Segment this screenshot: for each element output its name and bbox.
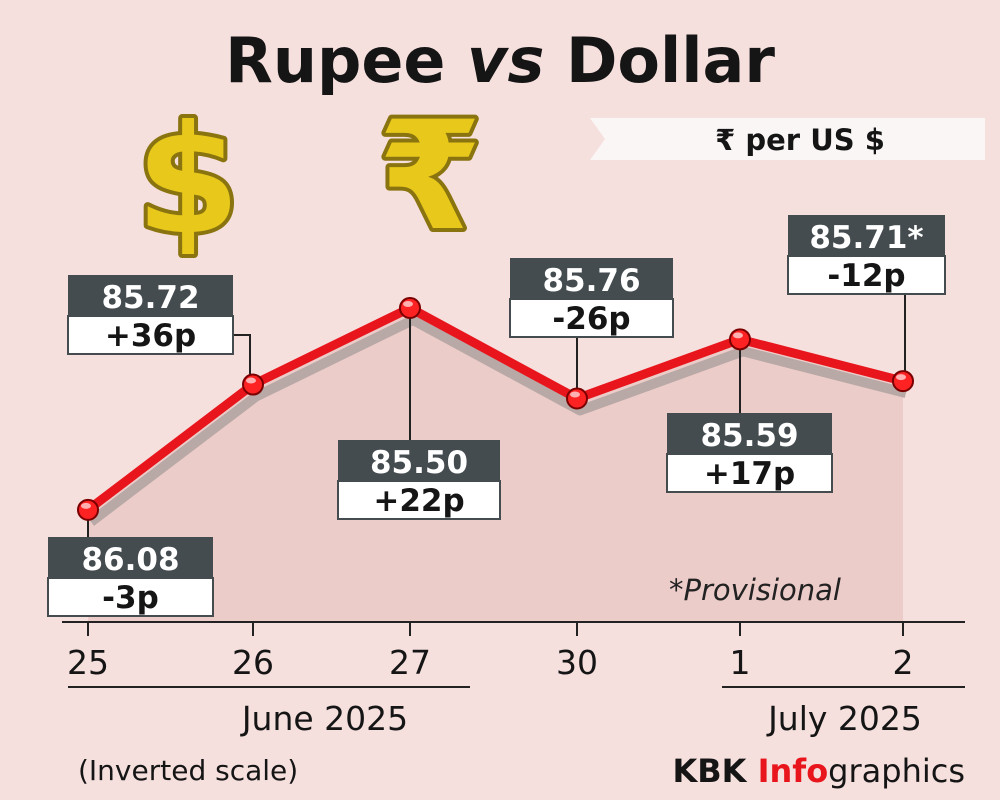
x-tick-label: 30: [556, 643, 598, 682]
value-label: 85.76: [542, 263, 640, 299]
unit-label-box: [590, 118, 985, 160]
data-point-30: [566, 387, 588, 410]
rupee-sign-3d-icon: ₹: [378, 90, 482, 264]
data-point-highlight: [896, 374, 906, 381]
value-label-box: [68, 275, 233, 316]
change-label: +36p: [105, 318, 196, 354]
series-line: [85, 303, 905, 514]
data-point-25: [77, 498, 99, 521]
scale-note: (Inverted scale): [78, 754, 298, 787]
value-label: 86.08: [81, 542, 179, 578]
data-point-highlight: [403, 301, 413, 307]
x-tick-label: 2: [893, 643, 914, 682]
month-label-july: July 2025: [766, 699, 922, 738]
change-label: -26p: [552, 301, 630, 337]
value-label-box: [667, 413, 832, 454]
connector-1: [233, 334, 251, 383]
data-point-1: [729, 328, 751, 351]
change-label-box: [47, 577, 214, 617]
data-point-highlight: [81, 502, 91, 509]
month-label-june: June 2025: [240, 699, 408, 738]
unit-label: ₹ per US $: [715, 123, 885, 157]
x-tick-label: 25: [67, 643, 109, 682]
data-point-highlight: [733, 332, 743, 339]
value-label: 85.71*: [809, 220, 923, 256]
x-tick-label: 26: [232, 643, 274, 682]
change-label: -12p: [827, 258, 905, 294]
value-label-box: [510, 258, 673, 299]
change-label: -3p: [102, 580, 159, 616]
x-tick-label: 27: [389, 643, 431, 682]
value-label: 85.59: [700, 418, 798, 454]
change-label-box: [787, 255, 946, 295]
change-label-box: [666, 453, 833, 493]
data-point-26: [242, 373, 264, 396]
line-shadow: [87, 315, 908, 526]
footnote: *Provisional: [669, 573, 841, 607]
chart-title: Rupee vs Dollar: [225, 24, 775, 97]
value-label-box: [338, 440, 500, 481]
value-label-box: [48, 537, 213, 578]
dollar-sign-3d-icon: $: [136, 94, 240, 268]
credit: KBK Infographics: [672, 752, 965, 790]
data-point-27: [399, 297, 421, 319]
change-label-box: [67, 315, 234, 355]
change-label: +17p: [704, 456, 795, 492]
change-label-box: [509, 298, 674, 338]
data-point-highlight: [570, 391, 580, 398]
value-label: 85.72: [101, 280, 199, 316]
data-point-2: [892, 370, 914, 393]
data-point-highlight: [246, 377, 256, 384]
x-tick-label: 1: [730, 643, 751, 682]
change-label: +22p: [373, 483, 464, 519]
value-label-box: [788, 215, 945, 256]
value-label: 85.50: [370, 445, 468, 481]
change-label-box: [337, 480, 501, 520]
